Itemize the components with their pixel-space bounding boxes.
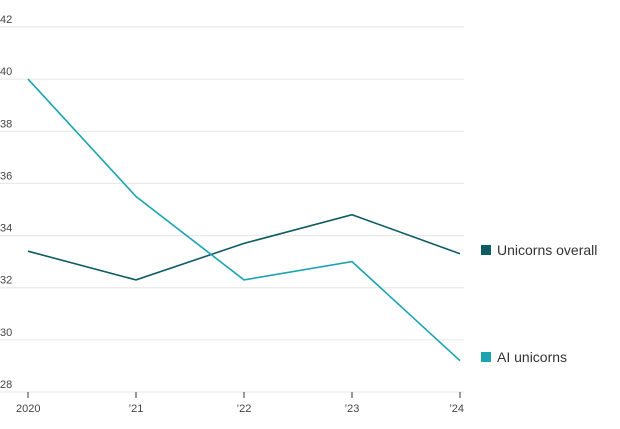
legend-label-1: AI unicorns <box>497 349 567 365</box>
series-line-0 <box>27 213 461 281</box>
y-tick-label: 36 <box>0 170 12 182</box>
y-axis-tick-labels: 28 30 32 34 36 38 40 42 <box>0 14 12 391</box>
x-tick-label: ’21 <box>129 403 144 415</box>
y-tick-label: 32 <box>0 275 12 287</box>
legend-swatch-0 <box>481 245 491 255</box>
y-tick-label: 28 <box>0 379 12 391</box>
y-tick-label: 40 <box>0 66 12 78</box>
legend-label-0: Unicorns overall <box>497 242 597 258</box>
y-tick-label: 42 <box>0 14 12 26</box>
series-lines <box>27 78 461 362</box>
x-tick-label: 2020 <box>16 403 40 415</box>
x-axis: 2020 ’21 ’22 ’23 ’24 <box>16 392 464 415</box>
x-tick-label: ’24 <box>449 403 464 415</box>
series-line-1 <box>27 78 461 362</box>
x-tick-label: ’22 <box>237 403 252 415</box>
gridlines <box>0 26 464 393</box>
x-tick-label: ’23 <box>345 403 360 415</box>
legend-swatch-1 <box>481 352 491 362</box>
y-tick-label: 34 <box>0 223 12 235</box>
y-tick-label: 38 <box>0 118 12 130</box>
y-tick-label: 30 <box>0 327 12 339</box>
legend: Unicorns overall AI unicorns <box>481 242 597 365</box>
